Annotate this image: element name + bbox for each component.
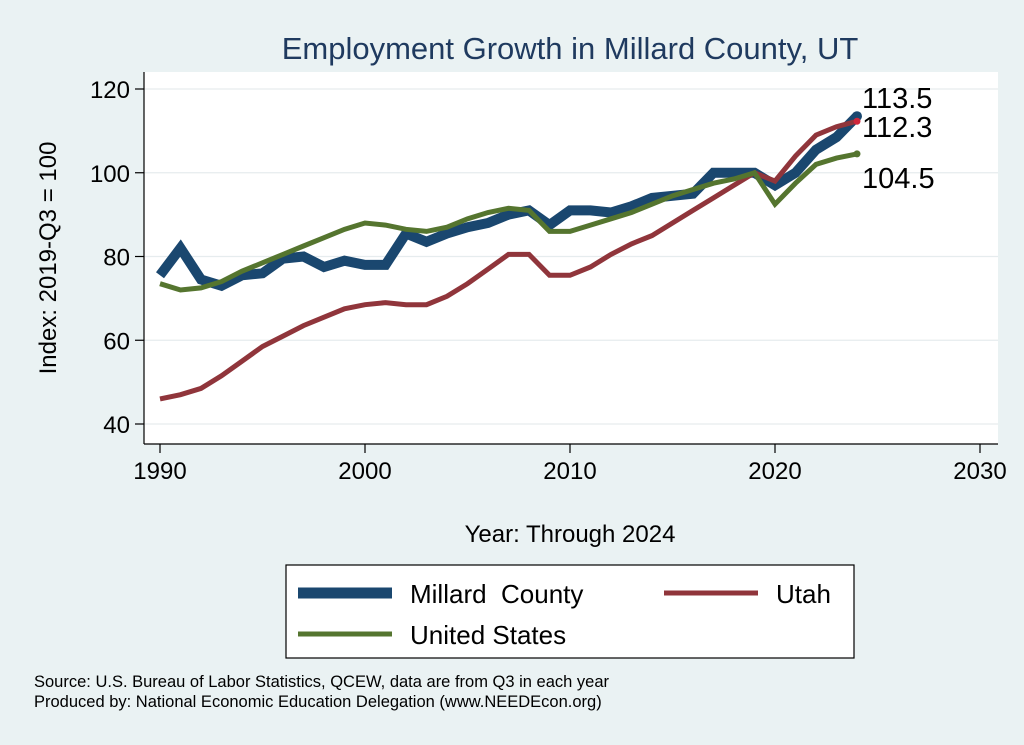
gridlines	[144, 88, 998, 425]
series-line-utah	[159, 118, 858, 402]
produced-by-note: Produced by: National Economic Education…	[34, 693, 602, 711]
end-marker-utah	[853, 117, 861, 125]
source-note: Source: U.S. Bureau of Labor Statistics,…	[34, 673, 610, 691]
y-tick-label-60: 60	[103, 328, 130, 355]
legend-label-utah: Utah	[776, 579, 831, 609]
x-axis-ticks: 1990 2000 2010 2020 2030	[133, 444, 1007, 485]
legend-label-millard: Millard County	[410, 579, 583, 609]
x-tick-label-2000: 2000	[338, 458, 391, 485]
legend-label-united-states: United States	[410, 620, 566, 650]
end-marker-united-states	[853, 150, 861, 158]
x-tick-label-2020: 2020	[748, 458, 801, 485]
x-tick-label-1990: 1990	[133, 458, 186, 485]
end-label-millard-county: 113.5	[862, 83, 932, 115]
legend-box	[285, 564, 855, 659]
end-label-united-states: 104.5	[862, 163, 935, 195]
series-layer	[156, 111, 862, 402]
y-axis-ticks: 40 60 80 100 120	[90, 77, 144, 439]
y-tick-label-40: 40	[103, 412, 130, 439]
x-tick-label-2030: 2030	[953, 458, 1006, 485]
chart-title: Employment Growth in Millard County, UT	[282, 31, 859, 66]
y-tick-label-80: 80	[103, 245, 130, 272]
end-marker-millard-county	[852, 111, 862, 122]
y-tick-label-120: 120	[90, 77, 130, 104]
y-axis-label: Index: 2019-Q3 = 100	[35, 142, 62, 375]
x-tick-label-2010: 2010	[543, 458, 596, 485]
end-label-utah: 112.3	[862, 112, 932, 144]
series-line-united-states	[159, 151, 858, 293]
y-tick-label-100: 100	[90, 161, 130, 188]
x-axis-label: Year: Through 2024	[465, 521, 676, 548]
series-line-millard-county	[156, 112, 861, 292]
